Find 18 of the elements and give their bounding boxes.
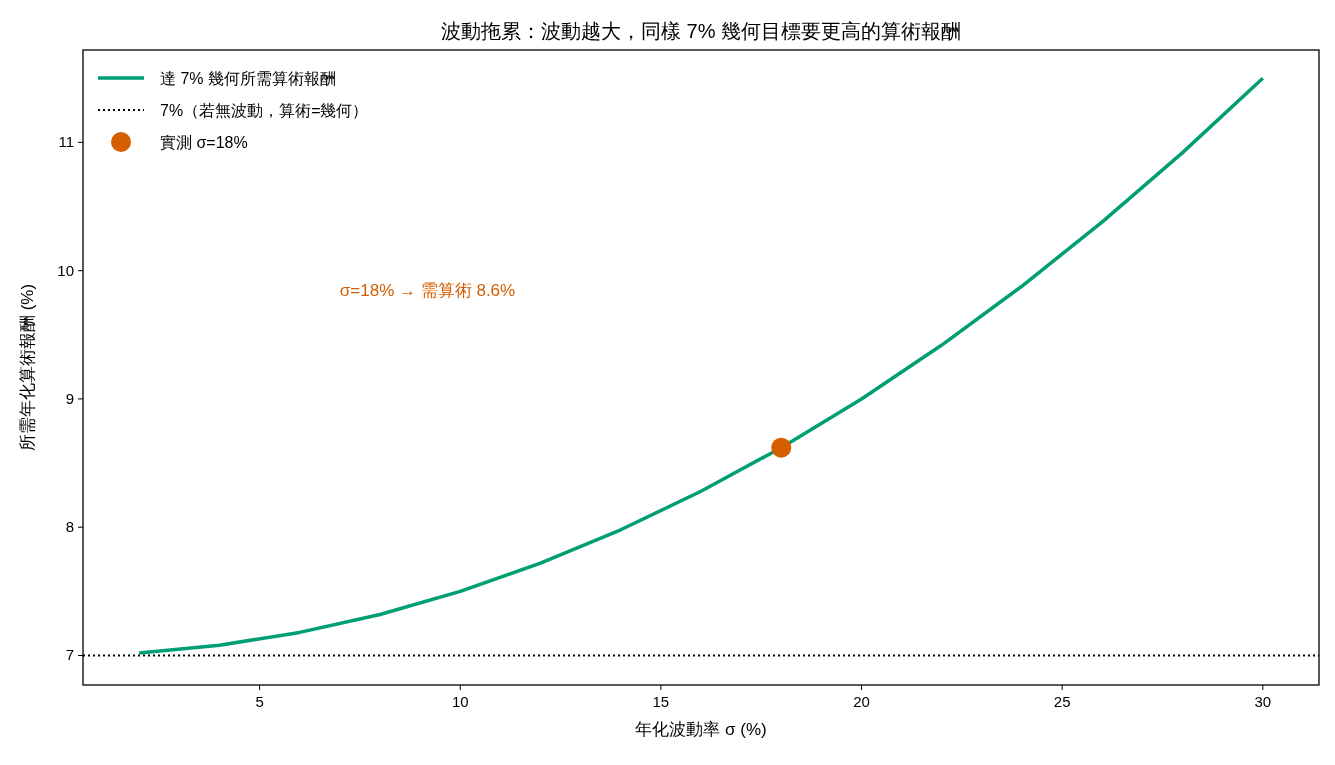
x-tick-label: 30 — [1254, 693, 1272, 710]
x-tick-label: 5 — [255, 693, 264, 710]
x-tick-label: 10 — [451, 693, 469, 710]
y-tick-label: 9 — [65, 389, 74, 407]
legend-label: 7%（若無波動，算術=幾何） — [160, 102, 369, 119]
x-axis-title: 年化波動率 σ (%) — [635, 720, 767, 739]
y-axis-title: 所需年化算術報酬 (%) — [18, 283, 37, 452]
x-tick-label: 20 — [853, 693, 870, 710]
y-tick-label: 11 — [58, 133, 74, 151]
y-tick-label: 10 — [57, 261, 74, 279]
legend-label: 實測 σ=18% — [160, 134, 248, 151]
y-tick-label: 7 — [65, 646, 74, 664]
legend-label: 達 7% 幾何所需算術報酬 — [160, 70, 337, 87]
x-tick-label: 15 — [652, 693, 670, 710]
y-tick-label: 8 — [65, 518, 74, 536]
chart-title: 波動拖累：波動越大，同樣 7% 幾何目標要更高的算術報酬 — [440, 20, 962, 42]
x-tick-label: 25 — [1053, 693, 1071, 710]
annotation: σ=18% → 需算術 8.6% — [339, 280, 516, 300]
